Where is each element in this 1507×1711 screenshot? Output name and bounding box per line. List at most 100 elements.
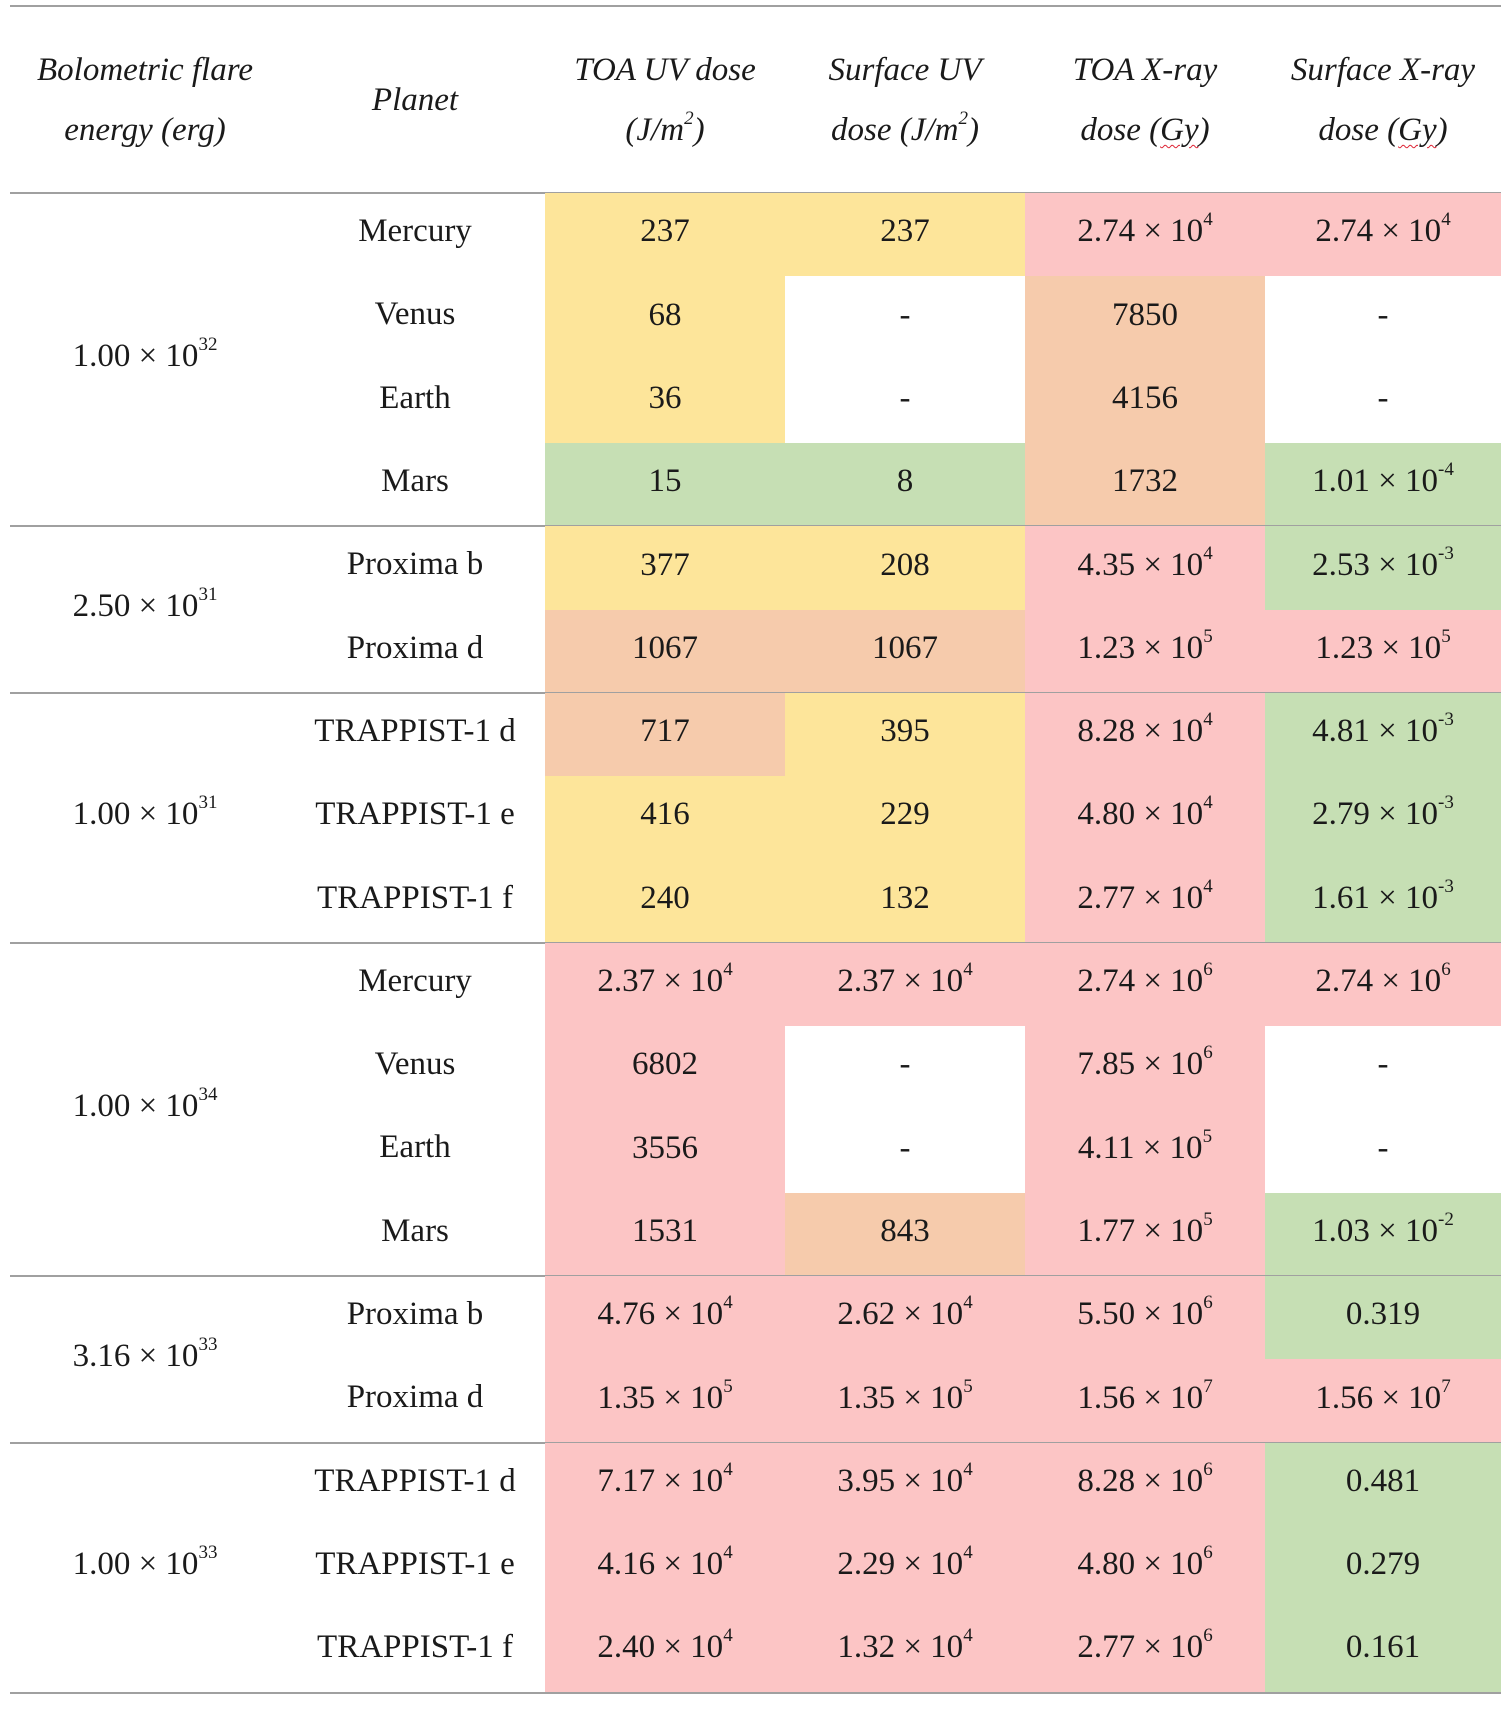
dose-cell: 2.74 × 106	[1265, 942, 1501, 1027]
cell-value: 0.319	[1346, 1296, 1420, 1333]
planet-label: TRAPPIST-1 e	[315, 1545, 515, 1582]
header-surface-xray: Surface X-ray dose (Gy)	[1265, 25, 1501, 175]
dose-cell: -	[1265, 276, 1501, 361]
cell-mantissa: 1.56 × 10	[1077, 1379, 1204, 1416]
cell-value: 1067	[872, 630, 938, 667]
dose-cell: 1531	[545, 1192, 785, 1277]
cell-exponent: 4	[723, 1458, 733, 1480]
planet-name: TRAPPIST-1 e	[285, 1526, 545, 1609]
cell-value: 8.28 × 104	[1077, 710, 1212, 750]
header-energy-line2: energy (erg)	[64, 112, 226, 148]
planet-name: TRAPPIST-1 e	[285, 776, 545, 859]
cell-value: 843	[880, 1213, 930, 1250]
cell-exponent: 4	[1203, 792, 1213, 814]
cell-exponent: -3	[1438, 792, 1454, 814]
cell-value: 68	[649, 297, 682, 334]
cell-value: 2.40 × 104	[597, 1626, 732, 1666]
dose-cell: 1.32 × 104	[785, 1609, 1025, 1693]
header-surface-xray-line1: Surface X-ray	[1290, 52, 1476, 88]
header-toa-uv-line1: TOA UV dose	[574, 52, 756, 88]
cell-value: 3556	[632, 1130, 698, 1167]
dose-cell: 0.161	[1265, 1609, 1501, 1693]
cell-mantissa: 1.32 × 10	[837, 1629, 964, 1666]
cell-value: -	[1378, 297, 1389, 334]
cell-value: 1.23 × 105	[1315, 627, 1450, 667]
header-toa-uv-close: )	[693, 112, 705, 148]
dose-cell: 132	[785, 859, 1025, 944]
planet-name: Mercury	[285, 193, 545, 276]
cell-exponent: -3	[1438, 709, 1454, 731]
planet-label: TRAPPIST-1 f	[317, 1629, 513, 1666]
planet-label: Mercury	[358, 962, 472, 999]
bottom-rule	[10, 1692, 1501, 1695]
header-surface-uv-unit: dose (J/m	[831, 112, 959, 148]
cell-mantissa: 2.79 × 10	[1312, 796, 1439, 833]
cell-mantissa: 2.40 × 10	[597, 1629, 724, 1666]
dose-cell: 8	[785, 442, 1025, 527]
header-planet-label: Planet	[371, 82, 459, 118]
cell-value: 1732	[1112, 463, 1178, 500]
cell-value: 2.74 × 106	[1315, 960, 1450, 1000]
cell-value: 2.62 × 104	[837, 1293, 972, 1333]
planet-label: Earth	[379, 379, 451, 416]
planet-name: Mars	[285, 1193, 545, 1276]
cell-value: 132	[880, 880, 930, 917]
cell-mantissa: 377	[640, 546, 690, 583]
flare-energy: 1.00 × 1034	[10, 943, 280, 1276]
planet-label: Proxima d	[346, 629, 484, 666]
cell-value: 6802	[632, 1046, 698, 1083]
dose-cell: 240	[545, 859, 785, 944]
dose-cell: 416	[545, 776, 785, 860]
cell-mantissa: 1.01 × 10	[1312, 463, 1439, 500]
header-surface-uv-exp: 2	[958, 108, 968, 129]
cell-exponent: 4	[1203, 542, 1213, 564]
cell-mantissa: 4.35 × 10	[1077, 546, 1204, 583]
cell-value: -	[900, 1046, 911, 1083]
cell-mantissa: 7.17 × 10	[597, 1462, 724, 1499]
cell-exponent: 7	[1441, 1375, 1451, 1397]
cell-mantissa: 68	[648, 296, 682, 333]
dose-cell: 1.56 × 107	[1265, 1359, 1501, 1443]
header-toa-uv: TOA UV dose (J/m2)	[545, 25, 785, 175]
flare-energy-mantissa: 1.00 × 10	[72, 1545, 199, 1582]
cell-exponent: 6	[1203, 1292, 1213, 1314]
cell-exponent: 4	[1203, 875, 1213, 897]
dose-cell: 0.319	[1265, 1275, 1501, 1360]
dose-cell: 4.80 × 104	[1025, 776, 1265, 860]
planet-name: TRAPPIST-1 f	[285, 1609, 545, 1692]
cell-value: 240	[640, 880, 690, 917]
cell-value: 2.74 × 104	[1077, 210, 1212, 250]
cell-exponent: 7	[1203, 1375, 1213, 1397]
dose-cell: -	[785, 1109, 1025, 1194]
dose-cell: -	[1265, 1109, 1501, 1194]
planet-label: Venus	[374, 296, 456, 333]
dose-cell: -	[785, 1026, 1025, 1110]
flare-energy: 3.16 × 1033	[10, 1276, 280, 1443]
cell-mantissa: 1531	[632, 1212, 698, 1249]
cell-exponent: 5	[1203, 625, 1213, 647]
cell-value: 4.80 × 104	[1077, 793, 1212, 833]
cell-mantissa: 2.74 × 10	[1077, 963, 1204, 1000]
cell-exponent: -2	[1438, 1208, 1454, 1230]
flare-energy-exponent: 33	[198, 1333, 218, 1355]
planet-name: Proxima b	[285, 1276, 545, 1359]
cell-value: 2.29 × 104	[837, 1543, 972, 1583]
dose-cell: 1732	[1025, 442, 1265, 527]
flare-energy-mantissa: 1.00 × 10	[72, 338, 199, 375]
cell-exponent: 4	[723, 1542, 733, 1564]
cell-value: -	[1378, 1046, 1389, 1083]
dose-cell: -	[1265, 1026, 1501, 1110]
cell-mantissa: 15	[648, 463, 682, 500]
cell-mantissa: 843	[880, 1212, 930, 1249]
cell-mantissa: 2.37 × 10	[837, 963, 964, 1000]
dose-cell: -	[785, 359, 1025, 444]
cell-exponent: 5	[1203, 1208, 1213, 1230]
cell-mantissa: 2.74 × 10	[1315, 213, 1442, 250]
flare-energy-mantissa: 1.00 × 10	[72, 1087, 199, 1124]
dose-cell: 1067	[545, 609, 785, 694]
cell-mantissa: 237	[640, 213, 690, 250]
dose-cell: 4.81 × 10-3	[1265, 692, 1501, 777]
cell-value: 1.56 × 107	[1315, 1377, 1450, 1417]
dose-cell: 1067	[785, 609, 1025, 694]
cell-value: 1.01 × 10-4	[1312, 460, 1454, 500]
